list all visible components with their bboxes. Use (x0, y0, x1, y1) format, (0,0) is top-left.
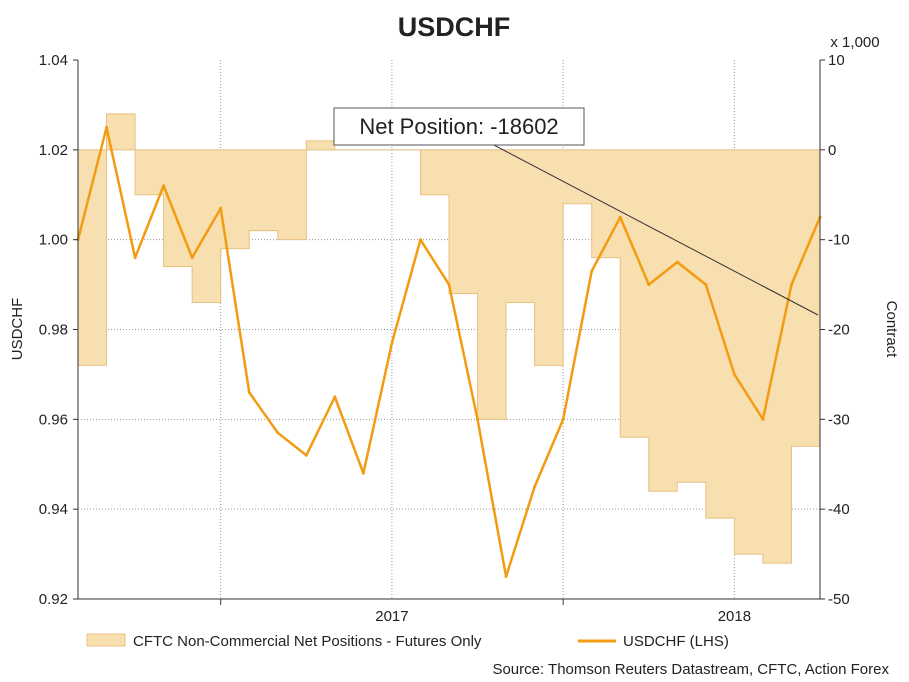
right-tick-label: -50 (828, 591, 850, 608)
line-point (304, 453, 308, 457)
line-point (504, 575, 508, 579)
line-point (390, 341, 394, 345)
right-axis-label: Contract (883, 301, 900, 359)
legend: CFTC Non-Commercial Net Positions - Futu… (86, 633, 729, 650)
line-point (789, 283, 793, 287)
line-point (761, 417, 765, 421)
line-point (647, 283, 651, 287)
line-point (105, 125, 109, 129)
line-point (133, 256, 137, 260)
line-point (190, 256, 194, 260)
right-tick-label: -10 (828, 232, 850, 249)
annotation: Net Position: -18602 (333, 107, 819, 316)
left-tick-label: 1.00 (39, 232, 68, 249)
line-point (361, 471, 365, 475)
line-point (561, 417, 565, 421)
right-tick-label: 10 (828, 52, 845, 69)
line-point (618, 215, 622, 219)
x-tick-label: 2017 (375, 608, 408, 625)
left-tick-label: 1.02 (39, 142, 68, 159)
line-point (247, 390, 251, 394)
left-axis-label: USDCHF (9, 298, 26, 361)
right-tick-label: -40 (828, 501, 850, 518)
line-point (219, 206, 223, 210)
area-series-path (77, 113, 821, 564)
line-point (418, 238, 422, 242)
line-point (162, 184, 166, 188)
line-point (447, 283, 451, 287)
left-tick-label: 1.04 (39, 52, 68, 69)
right-axis-multiplier: x 1,000 (830, 34, 879, 51)
left-tick-label: 0.92 (39, 591, 68, 608)
callout-box (333, 107, 585, 146)
callout-leader-line (491, 143, 819, 316)
line-point (333, 395, 337, 399)
left-tick-label: 0.94 (39, 501, 68, 518)
line-point (675, 260, 679, 264)
source-note: Source: Thomson Reuters Datastream, CFTC… (492, 661, 889, 678)
legend-swatch-area (86, 633, 126, 647)
line-point (276, 431, 280, 435)
right-tick-label: 0 (828, 142, 836, 159)
axes (73, 59, 825, 605)
right-tick-label: -30 (828, 411, 850, 428)
area-series-layer (77, 113, 821, 564)
line-point (732, 372, 736, 376)
x-tick-label: 2018 (718, 608, 751, 625)
left-tick-label: 0.96 (39, 411, 68, 428)
line-point (704, 283, 708, 287)
callout-text: Net Position: -18602 (359, 114, 558, 139)
line-series-layer (76, 125, 822, 579)
left-tick-label: 0.98 (39, 322, 68, 339)
line-point (533, 485, 537, 489)
tick-labels: 1.04 1.02 1.00 0.98 0.96 0.94 0.92 10 0 -10 -20 -30… (39, 52, 850, 625)
right-tick-label: -20 (828, 322, 850, 339)
line-point (590, 269, 594, 273)
line-point (476, 417, 480, 421)
legend-label-area: CFTC Non-Commercial Net Positions - Futu… (133, 633, 482, 650)
chart-title: USDCHF (398, 12, 511, 42)
legend-label-line: USDCHF (LHS) (623, 633, 729, 650)
